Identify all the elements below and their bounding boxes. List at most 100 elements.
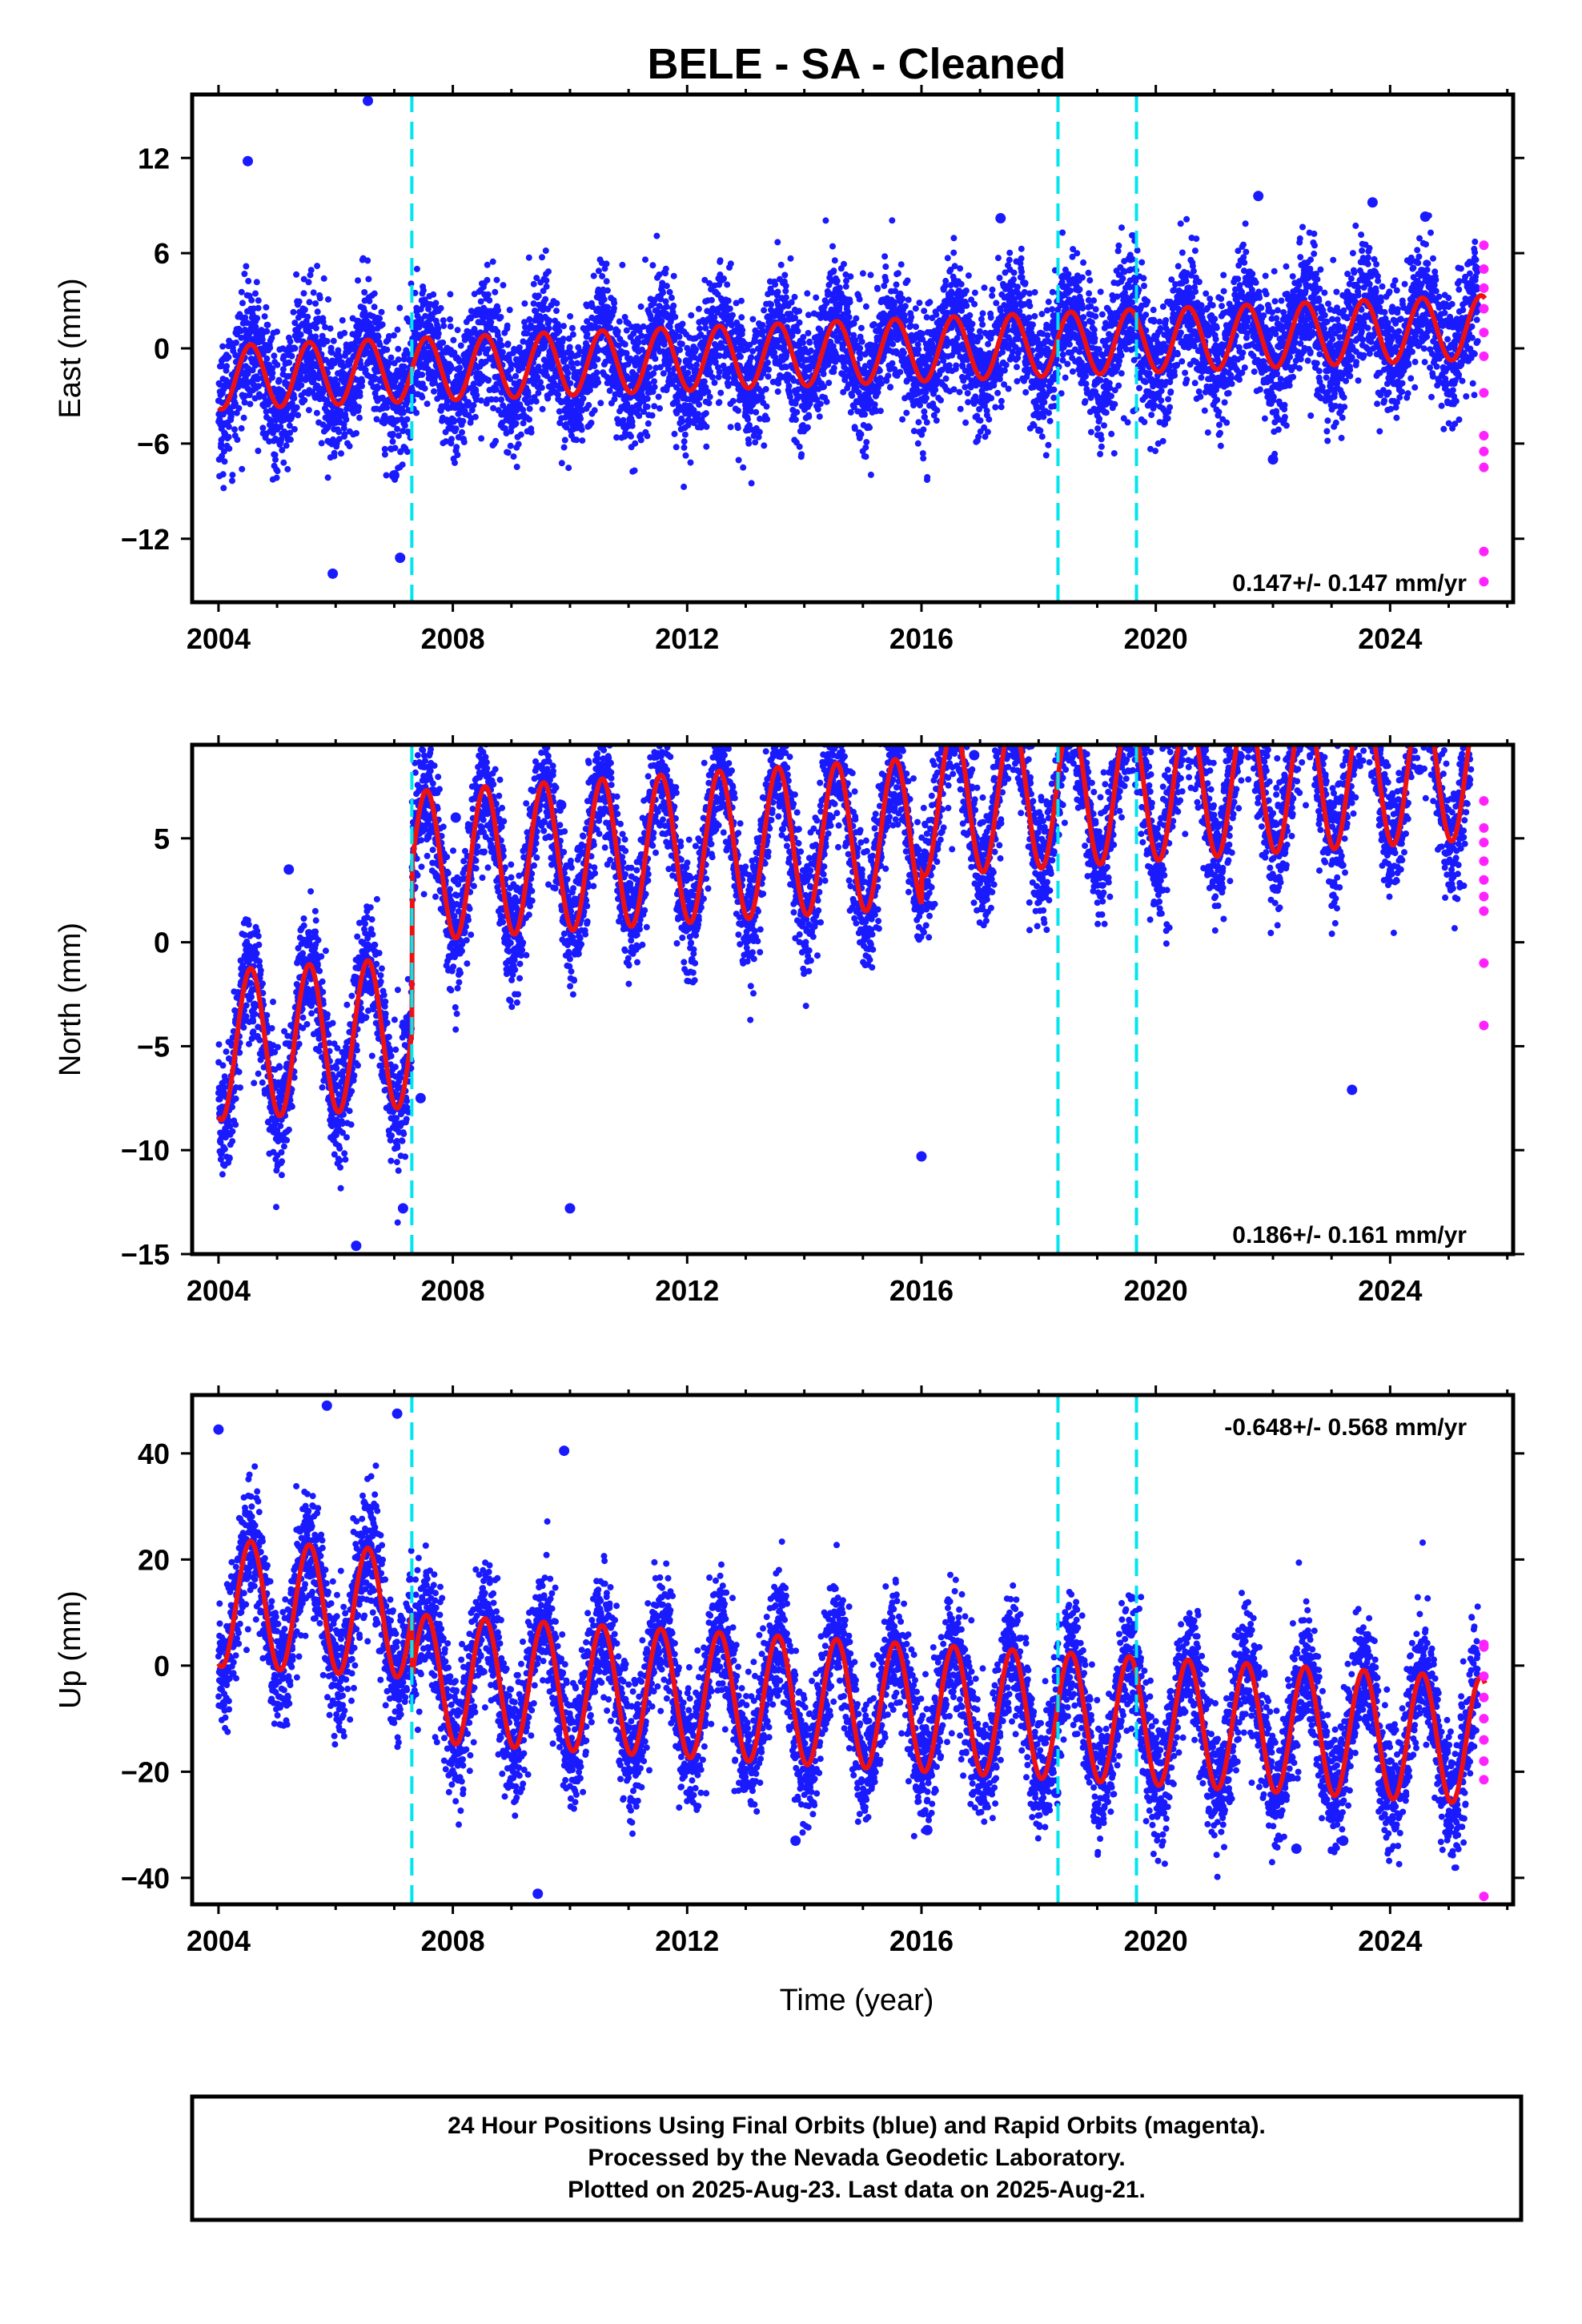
outlier-point-1 <box>322 1401 332 1411</box>
x-tick-label: 2008 <box>421 1924 485 1957</box>
rapid-point-0 <box>1479 240 1488 250</box>
footer-line-3: Plotted on 2025-Aug-23. Last data on 202… <box>568 2177 1146 2203</box>
rapid-point-8 <box>1479 1020 1488 1030</box>
x-tick-label: 2016 <box>889 1274 954 1307</box>
y-axis-label: East (mm) <box>54 278 87 418</box>
outlier-point-2 <box>392 1409 403 1419</box>
outlier-point-1 <box>363 95 373 106</box>
rapid-point-8 <box>1479 447 1488 456</box>
y-tick-label: 5 <box>154 822 170 855</box>
outlier-point-3 <box>532 1888 543 1899</box>
y-tick-label: −20 <box>121 1755 170 1788</box>
outlier-point-6 <box>969 750 979 760</box>
outlier-point-0 <box>243 156 253 167</box>
x-tick-label: 2024 <box>1358 1274 1422 1307</box>
y-tick-label: 20 <box>138 1543 170 1576</box>
x-tick-label: 2012 <box>655 1924 719 1957</box>
outlier-point-2 <box>564 1203 575 1213</box>
rapid-point-10 <box>1479 547 1488 557</box>
x-tick-label: 2024 <box>1358 1924 1422 1957</box>
x-tick-label: 2020 <box>1124 1924 1188 1957</box>
y-axis-label: Up (mm) <box>54 1590 87 1709</box>
rapid-point-5 <box>1479 352 1488 361</box>
rapid-point-1 <box>1479 1642 1488 1652</box>
rapid-point-6 <box>1479 388 1488 397</box>
rapid-point-2 <box>1479 838 1488 847</box>
x-tick-label: 2004 <box>187 1924 251 1957</box>
rapid-point-5 <box>1479 892 1488 902</box>
outlier-point-8 <box>1291 1844 1302 1854</box>
rapid-point-6 <box>1479 1756 1488 1766</box>
x-tick-label: 2024 <box>1358 622 1422 655</box>
y-tick-label: −5 <box>137 1030 170 1063</box>
rapid-point-11 <box>1479 577 1488 586</box>
y-tick-label: −12 <box>121 523 170 556</box>
x-tick-label: 2008 <box>421 1274 485 1307</box>
y-tick-label: 0 <box>154 1650 170 1683</box>
y-tick-label: −6 <box>137 428 170 460</box>
rapid-point-2 <box>1479 283 1488 293</box>
footer-line-2: Processed by the Nevada Geodetic Laborat… <box>588 2145 1125 2171</box>
outlier-point-10 <box>398 1203 408 1213</box>
outlier-point-6 <box>1268 454 1279 464</box>
outlier-point-3 <box>916 1151 926 1161</box>
outlier-point-5 <box>922 1825 933 1835</box>
x-tick-label: 2004 <box>187 622 251 655</box>
rapid-point-4 <box>1479 875 1488 885</box>
outlier-point-9 <box>1414 765 1424 775</box>
y-tick-label: 0 <box>154 927 170 959</box>
outlier-point-0 <box>283 864 294 875</box>
outlier-point-8 <box>1420 211 1431 222</box>
x-tick-label: 2020 <box>1124 622 1188 655</box>
rapid-point-6 <box>1479 907 1488 916</box>
rapid-point-0 <box>1479 796 1488 806</box>
figure-title: BELE - SA - Cleaned <box>647 40 1066 88</box>
x-tick-label: 2012 <box>655 1274 719 1307</box>
rapid-point-2 <box>1479 1671 1488 1681</box>
outlier-point-4 <box>559 1445 569 1456</box>
footer-line-1: 24 Hour Positions Using Final Orbits (bl… <box>448 2113 1266 2139</box>
rate-annotation: 0.186+/- 0.161 mm/yr <box>1232 1222 1467 1248</box>
y-axis-label: North (mm) <box>54 923 87 1076</box>
outlier-point-1 <box>351 1240 361 1251</box>
rapid-point-4 <box>1479 1714 1488 1723</box>
x-tick-label: 2012 <box>655 622 719 655</box>
rapid-point-7 <box>1479 959 1488 968</box>
outlier-point-4 <box>451 812 461 822</box>
outlier-point-11 <box>416 1093 426 1104</box>
rapid-point-3 <box>1479 304 1488 313</box>
rapid-point-7 <box>1479 1775 1488 1784</box>
rapid-point-7 <box>1479 431 1488 440</box>
rate-annotation: 0.147+/- 0.147 mm/yr <box>1232 570 1467 597</box>
x-tick-label: 2016 <box>889 622 954 655</box>
rapid-point-5 <box>1479 1735 1488 1745</box>
y-tick-label: −40 <box>121 1862 170 1895</box>
outlier-point-7 <box>1367 197 1378 207</box>
x-tick-label: 2004 <box>187 1274 251 1307</box>
outlier-point-3 <box>395 553 405 563</box>
outlier-point-0 <box>213 1425 223 1435</box>
outlier-point-2 <box>327 569 338 579</box>
y-tick-label: −15 <box>121 1238 170 1271</box>
rapid-point-8 <box>1479 1892 1488 1901</box>
outlier-point-5 <box>1253 191 1263 201</box>
footer-box: 24 Hour Positions Using Final Orbits (bl… <box>192 2097 1521 2220</box>
rapid-point-4 <box>1479 328 1488 337</box>
y-tick-label: 0 <box>154 332 170 365</box>
outlier-point-6 <box>790 1835 801 1846</box>
outlier-point-9 <box>1338 1835 1348 1846</box>
y-tick-label: −10 <box>121 1134 170 1167</box>
outlier-point-5 <box>556 800 566 810</box>
x-tick-label: 2008 <box>421 622 485 655</box>
outlier-point-9 <box>995 213 1006 223</box>
outlier-point-8 <box>1347 1084 1357 1095</box>
y-tick-label: 6 <box>154 237 170 270</box>
outlier-point-7 <box>1051 1787 1062 1798</box>
y-tick-label: 40 <box>138 1437 170 1470</box>
outlier-point-4 <box>389 470 400 480</box>
x-axis-label: Time (year) <box>780 1984 934 2017</box>
rapid-point-3 <box>1479 856 1488 866</box>
y-tick-label: 12 <box>138 142 170 175</box>
rapid-point-1 <box>1479 264 1488 274</box>
